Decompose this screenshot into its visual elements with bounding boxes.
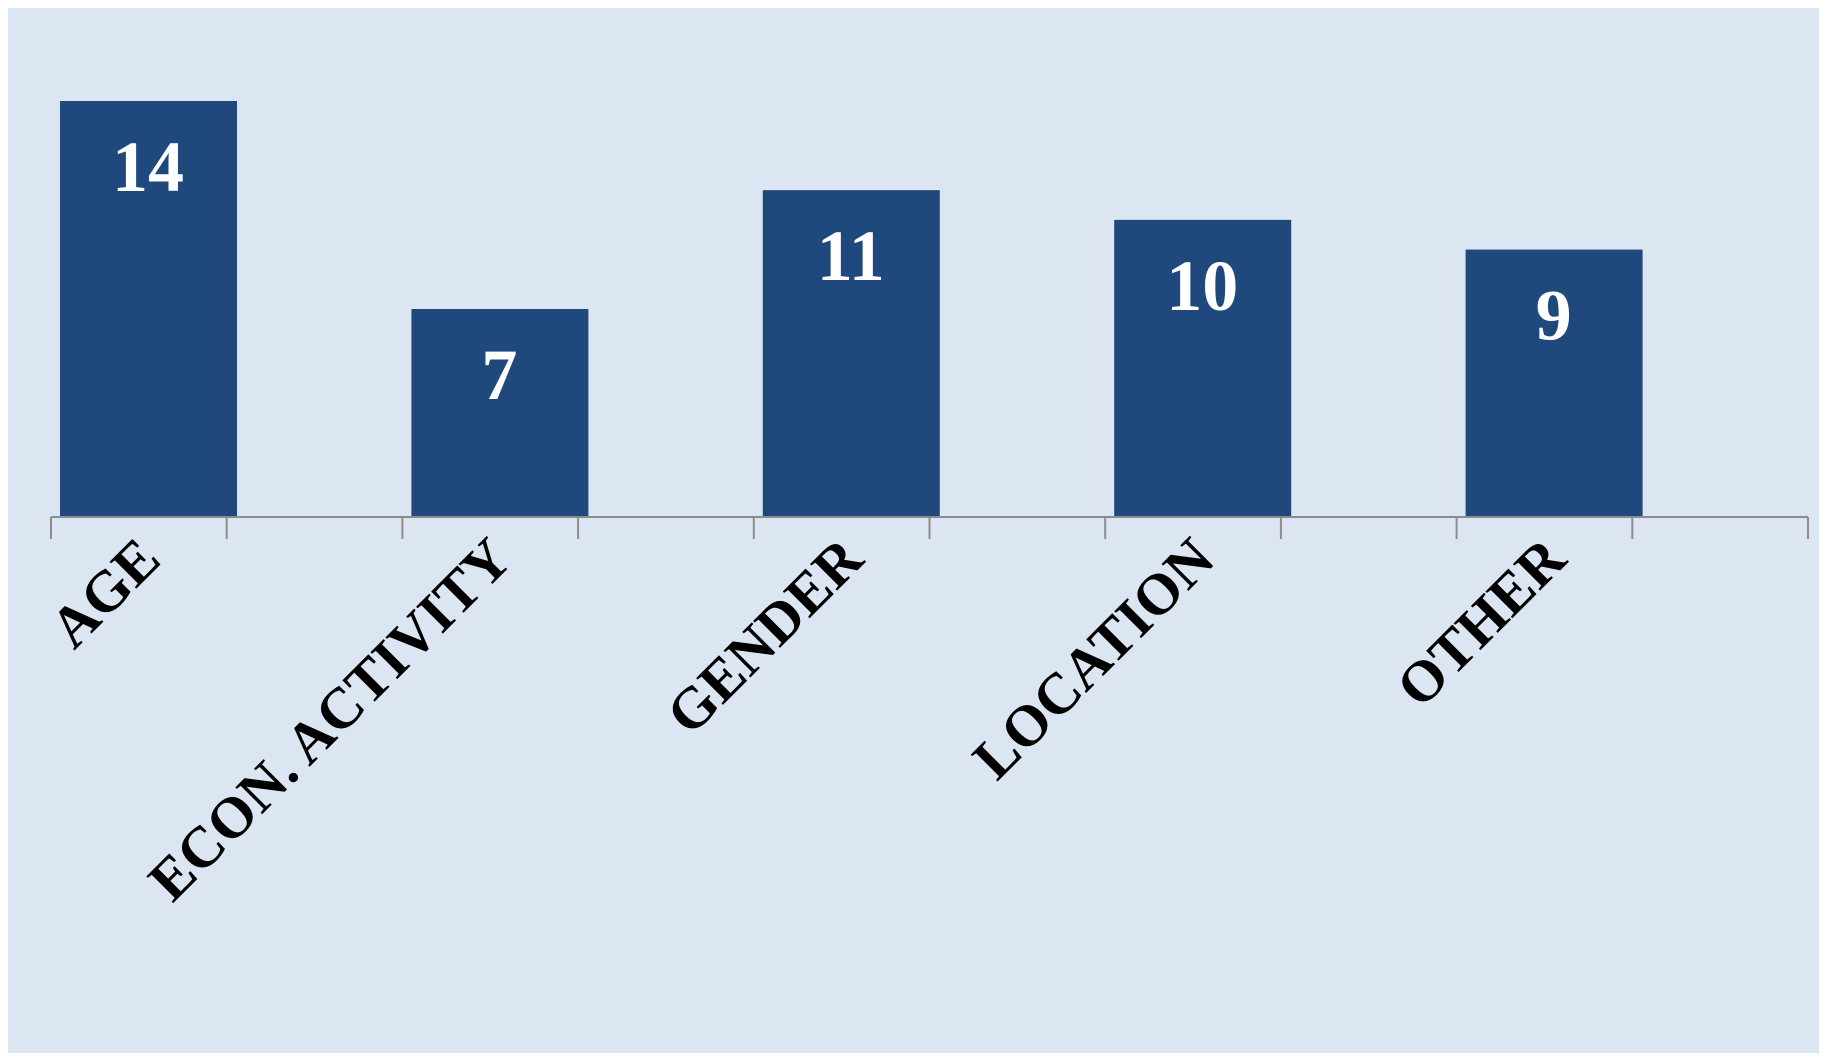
bar	[1114, 219, 1292, 517]
value-label: 9	[1536, 276, 1572, 356]
bar	[60, 101, 237, 517]
value-label: 10	[1166, 246, 1238, 326]
chart-background	[8, 8, 1819, 1053]
bar	[411, 309, 589, 517]
bar	[762, 190, 940, 517]
value-label: 14	[112, 127, 184, 207]
bar	[1465, 249, 1643, 518]
value-label: 11	[817, 216, 885, 296]
value-label: 7	[481, 335, 517, 415]
